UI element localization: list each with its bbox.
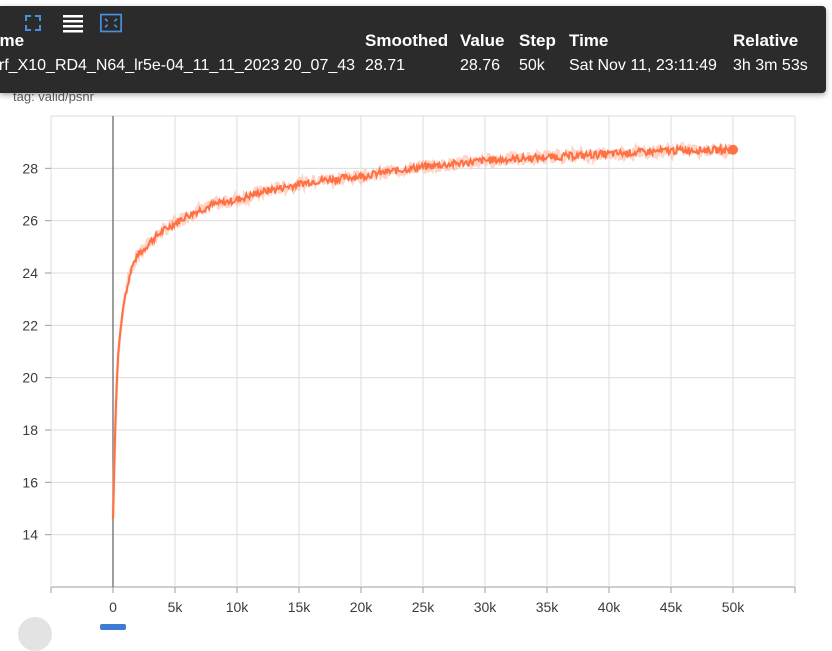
run-name: erf_X10_RD4_N64_lr5e-04_11_11_2023 20_07… [0, 57, 356, 74]
x-tick-label: 25k [412, 599, 436, 615]
fit-icon[interactable] [100, 12, 122, 34]
psnr-line-chart: 14 16 18 20 22 24 26 28 0 5k 10k 15k 20k 25k 30k 35k 40… [13, 69, 796, 615]
x-tick-label: 40k [598, 599, 622, 615]
header-step: Step [519, 31, 556, 50]
x-axis-ticks: 0 5k 10k 15k 20k 25k 30k 35k 40k 45k 50k [50, 587, 796, 615]
y-tick-label: 26 [22, 213, 38, 229]
time-value: Sat Nov 11, 23:11:49 [569, 57, 717, 74]
tooltip-toolbar [0, 6, 140, 34]
partial-tab-indicator[interactable] [100, 624, 126, 630]
smoothed-value: 28.71 [365, 57, 406, 74]
y-tick-label: 24 [22, 265, 38, 281]
y-tick-label: 22 [22, 317, 38, 333]
x-tick-label: 0 [109, 599, 117, 615]
list-icon[interactable] [62, 12, 84, 34]
x-tick-label: 20k [350, 599, 374, 615]
grid-lines [50, 115, 796, 588]
data-tooltip: ame Smoothed Value Step Time Relative er… [0, 6, 826, 93]
x-tick-label: 45k [660, 599, 684, 615]
y-tick-label: 28 [22, 160, 38, 176]
x-tick-label: 50k [722, 599, 746, 615]
header-value: Value [460, 31, 505, 50]
y-tick-label: 14 [22, 527, 38, 543]
relative-value: 3h 3m 53s [733, 57, 808, 74]
raw-value: 28.76 [460, 57, 501, 74]
expand-icon[interactable] [22, 12, 44, 34]
y-tick-label: 20 [22, 370, 38, 386]
x-tick-label: 35k [536, 599, 560, 615]
y-tick-label: 18 [22, 422, 38, 438]
header-smoothed: Smoothed [365, 31, 449, 50]
hover-point-marker [728, 144, 738, 155]
x-tick-label: 30k [474, 599, 498, 615]
y-axis-ticks: 14 16 18 20 22 24 26 28 [22, 160, 51, 543]
x-tick-label: 10k [226, 599, 250, 615]
header-relative: Relative [733, 31, 799, 50]
y-tick-label: 16 [22, 474, 38, 490]
x-tick-label: 15k [288, 599, 312, 615]
x-tick-label: 5k [168, 599, 184, 615]
step-value: 50k [519, 57, 545, 74]
smoothed-series-line [112, 142, 734, 520]
header-name: ame [0, 31, 25, 50]
header-time: Time [569, 31, 609, 50]
partial-circle-button[interactable] [18, 617, 52, 651]
